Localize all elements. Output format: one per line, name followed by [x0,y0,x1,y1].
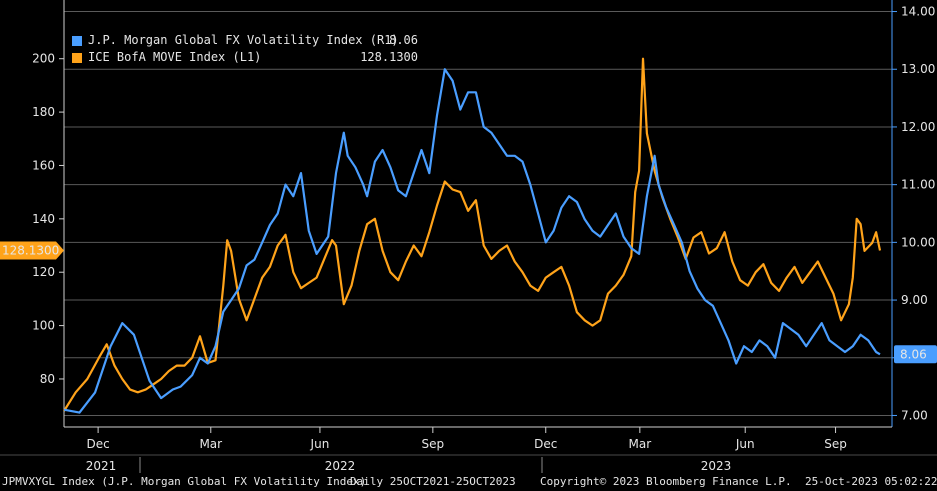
x-tick-label-6: Jun [735,437,755,451]
legend-label-fx-vol: J.P. Morgan Global FX Volatility Index (… [88,33,399,47]
right-tick-label-4: 11.00 [901,178,935,192]
fx-vol-last-tag [894,345,937,364]
right-tick-label-3: 10.00 [901,235,935,249]
year-label-1: 2022 [325,459,356,473]
left-tick-label-1: 100 [32,319,55,333]
right-tick-label-2: 9.00 [901,293,928,307]
left-tick-label-0: 80 [40,372,55,386]
x-tick-label-2: Jun [310,437,330,451]
left-tick-label-2: 120 [32,265,55,279]
footer-copyright: Copyright© 2023 Bloomberg Finance L.P. [540,475,792,488]
x-tick-label-7: Sep [824,437,847,451]
series-lines [63,57,882,414]
x-tick-label-4: Dec [534,437,557,451]
legend: J.P. Morgan Global FX Volatility Index (… [68,32,424,66]
legend-entry-move: ICE BofA MOVE Index (L1) 128.1300 [68,49,424,66]
legend-label-move: ICE BofA MOVE Index (L1) [88,50,262,64]
year-label-2: 2023 [701,459,732,473]
footer-ticker: JPMVXYGL Index (J.P. Morgan Global FX Vo… [2,475,367,488]
x-axis: Dec Mar Jun Sep Dec Mar Jun Sep 2021 2022 2023 [0,426,937,473]
move-last-tag [0,241,64,260]
legend-swatch-orange [72,53,82,63]
fx-vol-last-label: 8.06 [900,347,927,361]
right-tick-label-5: 12.00 [901,120,935,134]
left-tick-label-3: 140 [32,212,55,226]
move-last-label: 128.1300 [2,244,59,258]
left-axis: 80 100 120 140 160 180 200 [32,0,65,427]
left-tick-label-4: 160 [32,158,55,172]
x-tick-label-3: Sep [422,437,445,451]
gridlines [64,11,892,416]
year-label-0: 2021 [86,459,117,473]
legend-entry-fx-vol: J.P. Morgan Global FX Volatility Index (… [68,32,424,49]
x-tick-label-0: Dec [86,437,109,451]
footer-bar: JPMVXYGL Index (J.P. Morgan Global FX Vo… [0,474,937,491]
x-tick-label-5: Mar [629,437,652,451]
legend-swatch-blue [72,36,82,46]
footer-timestamp: 25-Oct-2023 05:02:22 [805,475,937,488]
left-tick-label-6: 200 [32,52,55,66]
x-tick-label-1: Mar [199,437,222,451]
footer-range: Daily 25OCT2021-25OCT2023 [350,475,516,488]
left-tick-label-5: 180 [32,105,55,119]
value-tags: 8.06 128.1300 [0,241,937,364]
right-tick-label-6: 13.00 [901,62,935,76]
right-tick-label-0: 7.00 [901,408,928,422]
right-tick-label-7: 14.00 [901,5,935,19]
legend-value-fx-vol: 8.06 [389,33,418,47]
series-line-fx-vol [63,68,881,414]
legend-value-move: 128.1300 [360,50,418,64]
